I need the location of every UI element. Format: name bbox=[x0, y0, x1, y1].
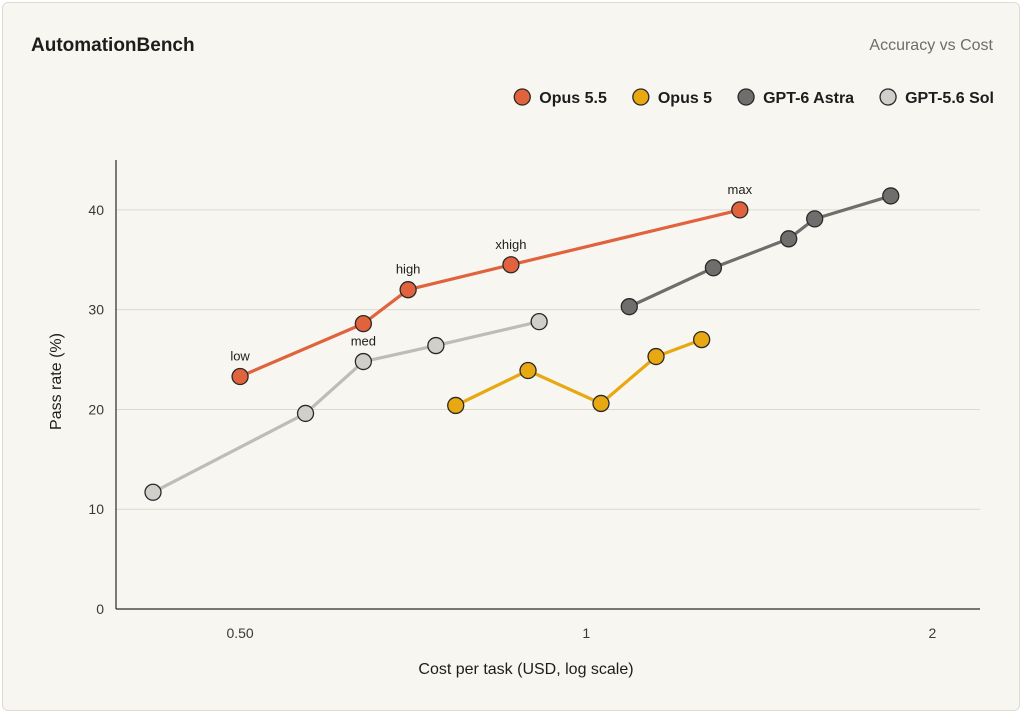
data-point bbox=[647, 347, 665, 366]
y-axis-label: Pass rate (%) bbox=[48, 333, 65, 430]
x-tick-label: 1 bbox=[582, 625, 590, 641]
x-tick-label: 2 bbox=[929, 625, 937, 641]
data-point bbox=[447, 396, 465, 415]
point-annotation: low bbox=[230, 349, 250, 364]
data-point bbox=[704, 259, 723, 277]
y-tick-label: 10 bbox=[88, 501, 104, 517]
point-annotation: high bbox=[396, 262, 421, 277]
legend-marker bbox=[513, 88, 531, 106]
data-point bbox=[592, 394, 610, 413]
data-point bbox=[502, 256, 520, 274]
data-point bbox=[620, 298, 638, 316]
legend-marker bbox=[879, 88, 897, 106]
data-point bbox=[693, 330, 711, 349]
series-layer: low high xhigh max med bbox=[144, 182, 900, 501]
chart-title: AutomationBench bbox=[31, 35, 195, 56]
legend-marker bbox=[632, 88, 650, 106]
legend: GPT-5.6 Sol GPT-6 Astra Opus 5 Opus 5.5 bbox=[513, 88, 994, 107]
series-line-0 bbox=[238, 208, 742, 379]
series-line-2 bbox=[627, 194, 893, 309]
series-line-1 bbox=[454, 338, 704, 408]
legend-label: GPT-6 Astra bbox=[763, 90, 854, 107]
legend-label: GPT-5.6 Sol bbox=[905, 90, 994, 107]
legend-label: Opus 5 bbox=[658, 90, 712, 107]
axes: 0 10 20 30 40 0.50 1 2 Cost per task (USD, log s… bbox=[48, 160, 980, 678]
data-point bbox=[427, 336, 445, 355]
point-annotation: med bbox=[351, 334, 376, 349]
data-point bbox=[806, 210, 824, 228]
y-tick-label: 20 bbox=[88, 401, 104, 417]
legend-marker bbox=[737, 88, 755, 106]
data-point bbox=[354, 352, 373, 371]
data-point bbox=[731, 201, 749, 219]
data-point bbox=[882, 187, 900, 205]
legend-label: Opus 5.5 bbox=[539, 90, 607, 107]
x-tick-label: 0.50 bbox=[226, 625, 253, 641]
point-annotation: max bbox=[728, 182, 753, 197]
chart-subtitle: Accuracy vs Cost bbox=[869, 37, 993, 54]
y-tick-label: 0 bbox=[96, 601, 104, 617]
data-point bbox=[519, 361, 537, 380]
point-annotation: xhigh bbox=[495, 237, 526, 252]
y-tick-label: 30 bbox=[88, 302, 104, 318]
data-point bbox=[354, 314, 373, 333]
data-point bbox=[231, 367, 249, 386]
data-point bbox=[399, 281, 417, 299]
data-point bbox=[530, 312, 548, 331]
x-axis-label: Cost per task (USD, log scale) bbox=[418, 661, 633, 678]
data-point bbox=[780, 230, 798, 248]
series-line-3 bbox=[151, 320, 541, 494]
y-tick-label: 40 bbox=[88, 202, 104, 218]
data-point bbox=[144, 483, 162, 501]
gridlines bbox=[116, 209, 980, 510]
data-point bbox=[296, 404, 315, 423]
